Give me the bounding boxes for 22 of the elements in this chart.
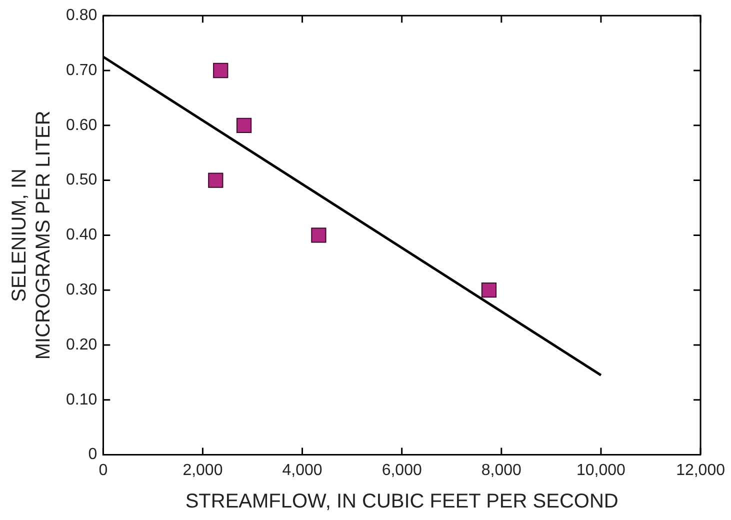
- y-tick-label: 0.20: [66, 336, 98, 354]
- point: [481, 282, 497, 298]
- y-tick-label: 0.40: [66, 226, 98, 244]
- y-tick-label: 0.70: [66, 62, 98, 79]
- x-tick-label: 12,000: [676, 462, 726, 479]
- x-tick-label: 6,000: [382, 462, 422, 479]
- y-tick-label: 0.50: [66, 172, 98, 189]
- point: [311, 228, 326, 243]
- x-tick-label: 10,000: [576, 462, 626, 479]
- x-tick-label: 2,000: [182, 462, 223, 479]
- y-tick-label: 0.80: [66, 7, 98, 24]
- y-tick-label: 0: [88, 446, 98, 464]
- point: [213, 62, 228, 78]
- x-axis-title: STREAMFLOW, IN CUBIC FEET PER SECOND: [185, 490, 618, 513]
- y-tick-label: 0.30: [66, 282, 98, 299]
- y-tick-label: 0.60: [66, 116, 98, 134]
- point: [236, 118, 252, 133]
- x-tick-label: 4,000: [282, 462, 322, 479]
- y-tick-label: 0.10: [66, 391, 98, 408]
- point: [208, 172, 224, 188]
- y-axis-title: SELENIUM, IN MICROGRAMS PER LITER: [8, 110, 55, 360]
- x-tick-label: 8,000: [481, 462, 522, 479]
